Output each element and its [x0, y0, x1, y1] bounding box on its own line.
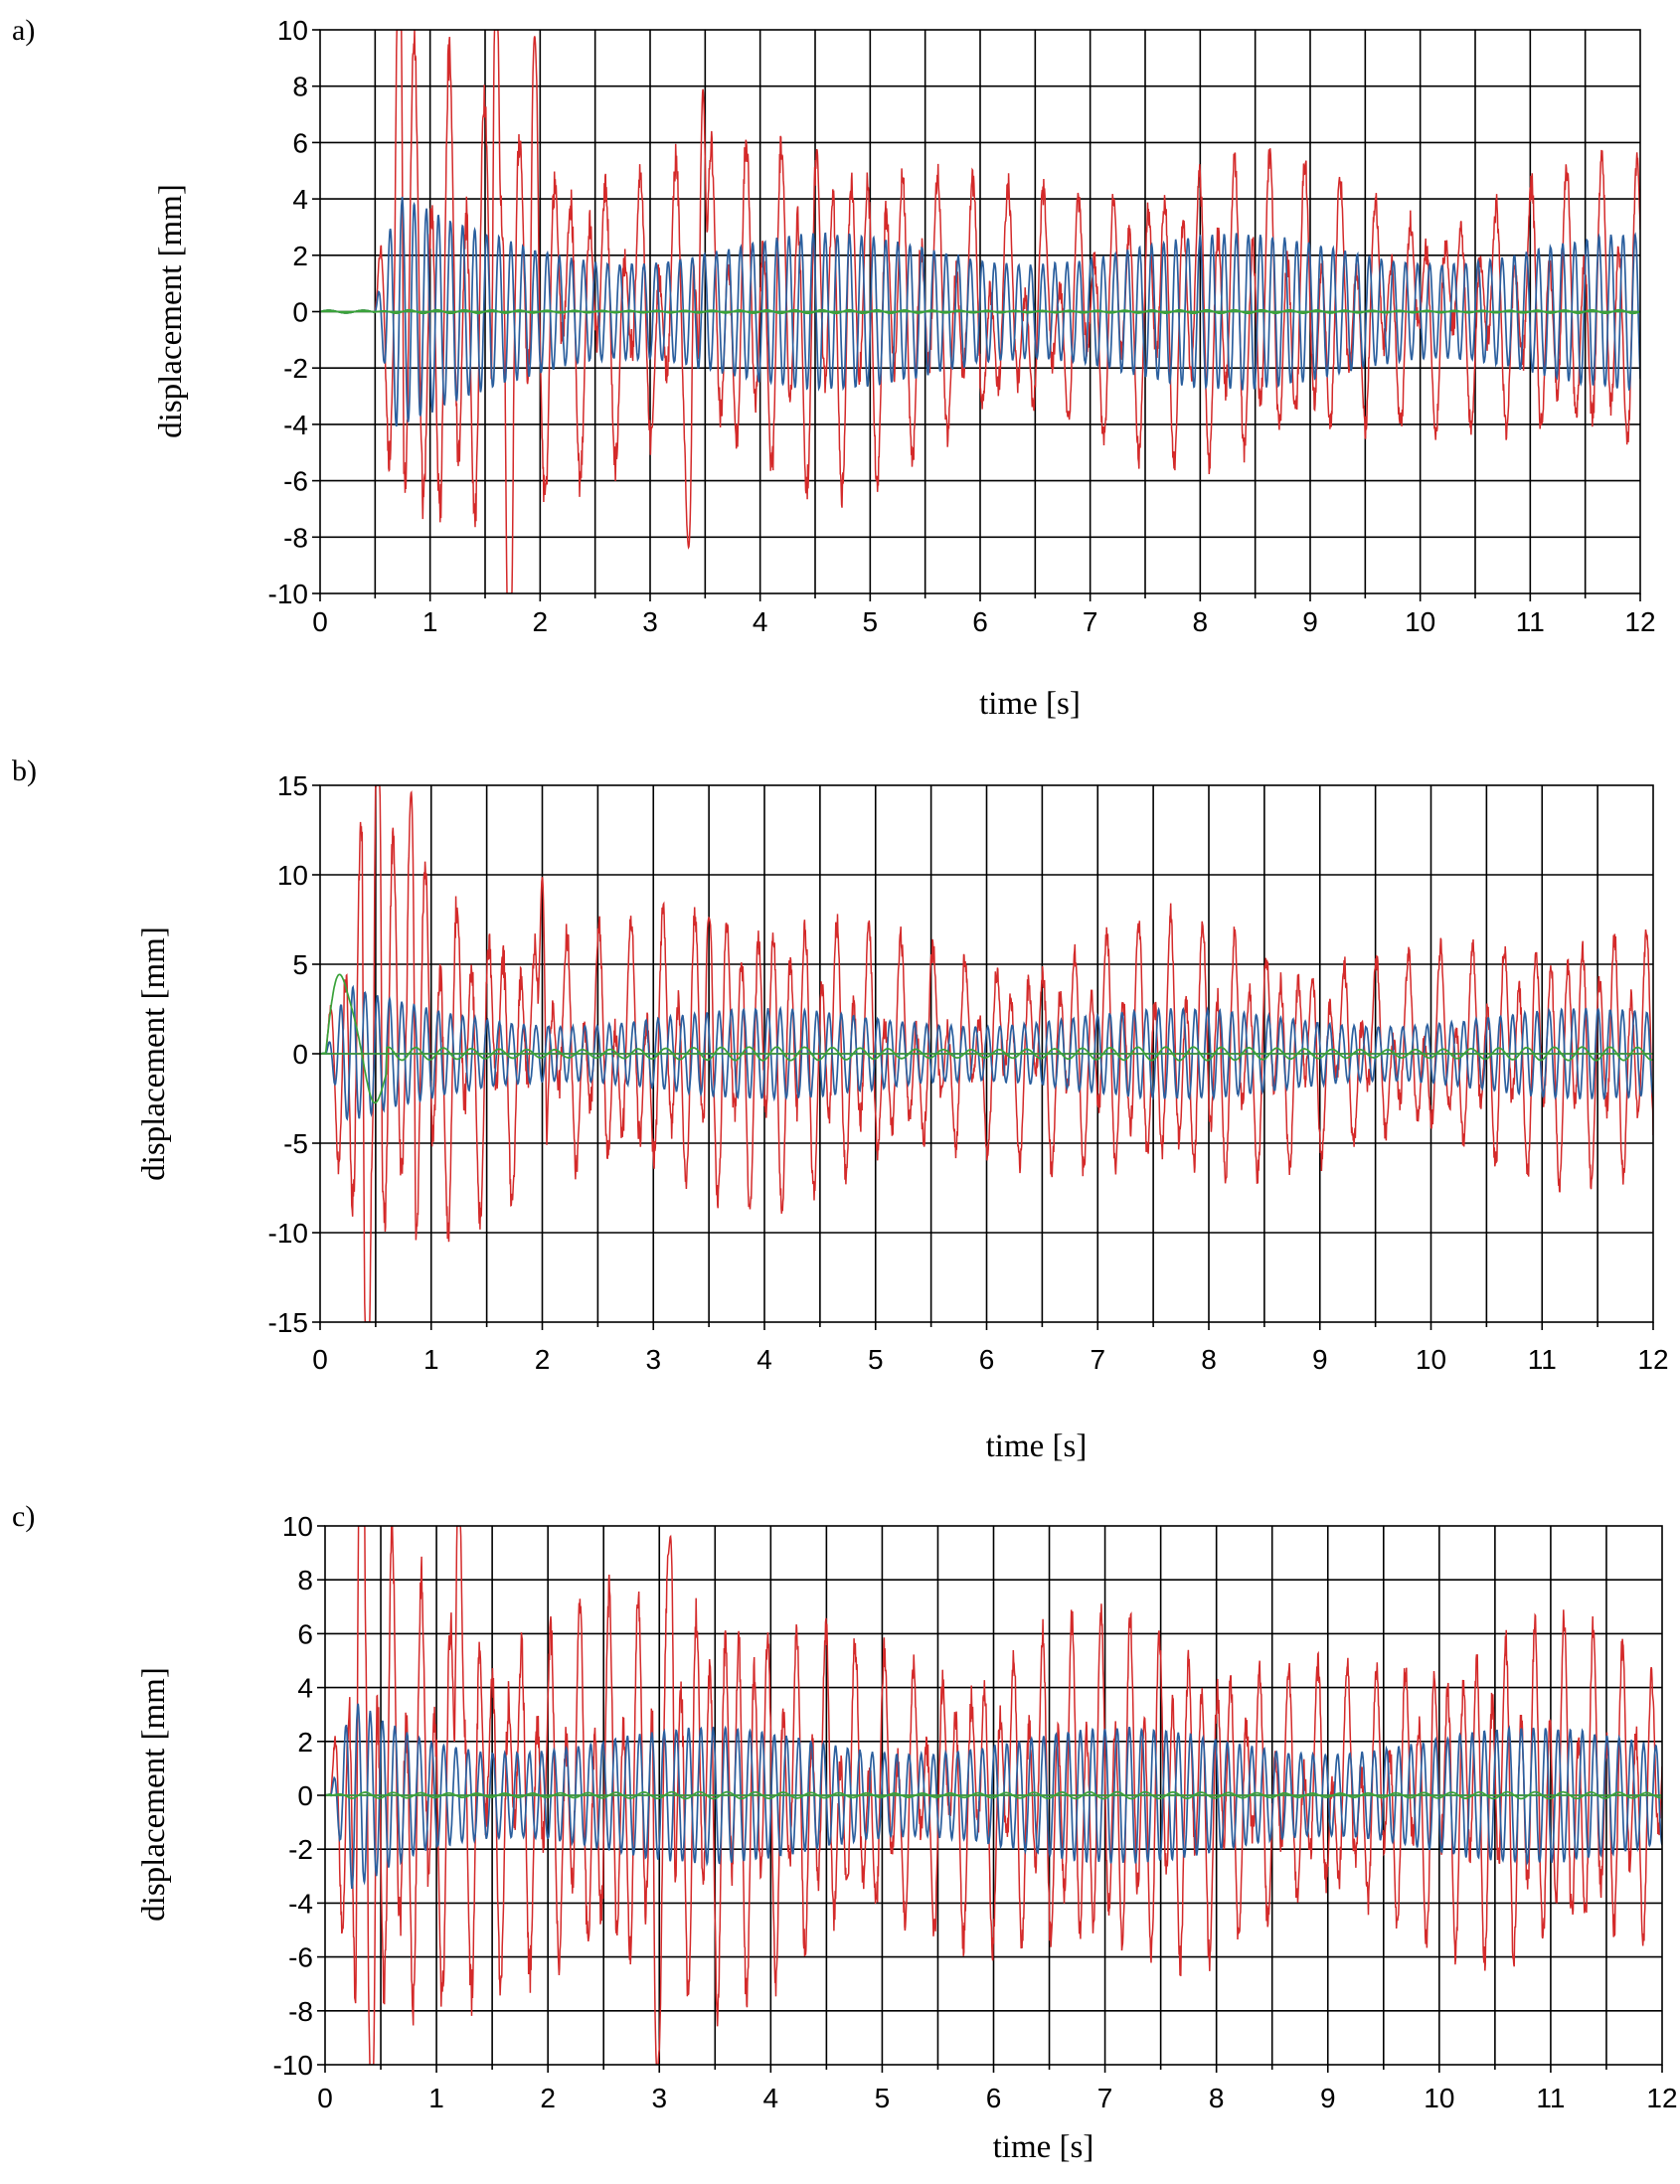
- x-tick-label: 10: [1416, 1344, 1446, 1375]
- x-tick-label: 6: [986, 2083, 1002, 2113]
- y-tick-label: 6: [297, 1618, 313, 1649]
- y-axis: 10 8 6 4 2 0 -2 -4 -6 -8 -10: [273, 1511, 325, 2081]
- x-tick-label: 1: [422, 606, 438, 637]
- x-tick-label: 5: [875, 2083, 891, 2113]
- x-tick-label: 0: [312, 1344, 328, 1375]
- x-tick-label: 12: [1624, 606, 1655, 637]
- x-axis-title: time [s]: [986, 1428, 1088, 1464]
- panel-label: a): [12, 14, 35, 47]
- x-tick-label: 4: [763, 2083, 779, 2113]
- x-tick-label: 8: [1209, 2083, 1225, 2113]
- x-tick-label: 9: [1320, 2083, 1336, 2113]
- panel-a: a) 10 8 6 4 2 0 -2 -4 -6 -8 -10 0 1 2 3 4 5 6 7 8 9 10 11 12 time…: [0, 0, 1680, 736]
- x-tick-label: 8: [1193, 606, 1209, 637]
- series-line-green: [320, 973, 1653, 1104]
- x-tick-label: 1: [428, 2083, 444, 2113]
- panel-b: b) 15 10 5 0 -5 -10 -15 0 1 2 3 4 5 6 7 8 9 10 11 12 time [s]…: [0, 741, 1680, 1476]
- y-tick-label: -2: [288, 1834, 313, 1865]
- x-axis-title: time [s]: [979, 686, 1081, 722]
- x-tick-label: 10: [1405, 606, 1435, 637]
- series-line-blue: [325, 1703, 1662, 1889]
- series-line-blue: [320, 984, 1653, 1121]
- y-tick-label: -8: [283, 522, 308, 553]
- x-tick-label: 0: [317, 2083, 333, 2113]
- x-tick-label: 12: [1646, 2083, 1677, 2113]
- y-tick-label: -8: [288, 1996, 313, 2027]
- y-tick-label: 4: [292, 184, 308, 215]
- x-tick-label: 3: [642, 606, 658, 637]
- x-tick-label: 7: [1083, 606, 1098, 637]
- y-tick-label: 10: [277, 860, 308, 891]
- y-tick-label: 2: [292, 241, 308, 271]
- y-tick-label: 0: [292, 297, 308, 328]
- x-axis-title: time [s]: [993, 2129, 1094, 2165]
- x-tick-label: 6: [979, 1344, 995, 1375]
- y-tick-label: 5: [292, 949, 308, 980]
- panel-c: c) 10 8 6 4 2 0 -2 -4 -6 -8 -10 0 1 2 3 4 5 6 7 8 9 10 11 12 time…: [0, 1486, 1680, 2182]
- y-tick-label: 0: [297, 1780, 313, 1811]
- y-tick-label: -6: [283, 466, 308, 497]
- y-tick-label: -10: [273, 2050, 313, 2081]
- y-tick-label: -4: [283, 410, 308, 440]
- x-tick-label: 9: [1302, 606, 1318, 637]
- y-axis: 10 8 6 4 2 0 -2 -4 -6 -8 -10: [268, 15, 320, 609]
- x-tick-label: 9: [1312, 1344, 1328, 1375]
- x-tick-label: 3: [651, 2083, 667, 2113]
- series-group: [320, 785, 1653, 1322]
- y-axis: 15 10 5 0 -5 -10 -15: [268, 770, 320, 1338]
- series-line-red: [320, 785, 1653, 1322]
- y-tick-label: -5: [283, 1128, 308, 1159]
- y-tick-label: 15: [277, 770, 308, 801]
- y-tick-label: -10: [268, 1218, 308, 1249]
- panel-label: c): [12, 1500, 35, 1533]
- y-tick-label: 10: [277, 15, 308, 46]
- x-tick-label: 3: [645, 1344, 661, 1375]
- y-axis-title: displacement [mm]: [153, 184, 189, 438]
- y-axis-title: displacement [mm]: [136, 926, 172, 1181]
- x-tick-label: 11: [1528, 1344, 1557, 1375]
- x-axis: 0 1 2 3 4 5 6 7 8 9 10 11 12: [312, 593, 1656, 637]
- y-tick-label: 6: [292, 127, 308, 158]
- x-tick-label: 2: [535, 1344, 551, 1375]
- y-tick-label: 0: [292, 1039, 308, 1070]
- x-tick-label: 5: [868, 1344, 884, 1375]
- y-tick-label: 10: [282, 1511, 313, 1542]
- y-tick-label: -10: [268, 579, 308, 609]
- x-tick-label: 7: [1090, 1344, 1105, 1375]
- y-tick-label: 4: [297, 1673, 313, 1704]
- y-tick-label: 2: [297, 1727, 313, 1758]
- x-tick-label: 11: [1516, 606, 1545, 637]
- x-tick-label: 12: [1637, 1344, 1668, 1375]
- y-tick-label: -4: [288, 1888, 313, 1919]
- x-tick-label: 4: [753, 606, 768, 637]
- y-tick-label: -6: [288, 1942, 313, 1973]
- x-tick-label: 1: [423, 1344, 439, 1375]
- series-line-blue: [320, 196, 1640, 427]
- x-tick-label: 2: [533, 606, 549, 637]
- x-tick-label: 5: [863, 606, 879, 637]
- x-axis: 0 1 2 3 4 5 6 7 8 9 10 11 12: [312, 1322, 1669, 1375]
- x-tick-label: 8: [1201, 1344, 1217, 1375]
- y-tick-label: -15: [268, 1307, 308, 1338]
- x-tick-label: 0: [312, 606, 328, 637]
- x-tick-label: 7: [1097, 2083, 1113, 2113]
- x-tick-label: 2: [540, 2083, 556, 2113]
- y-axis-title: displacement [mm]: [136, 1667, 172, 1922]
- panel-label: b): [12, 755, 37, 787]
- x-tick-label: 6: [972, 606, 988, 637]
- y-tick-label: 8: [297, 1565, 313, 1596]
- y-tick-label: 8: [292, 72, 308, 102]
- x-axis: 0 1 2 3 4 5 6 7 8 9 10 11 12: [317, 2065, 1678, 2113]
- x-tick-label: 4: [756, 1344, 772, 1375]
- series-group: [325, 1526, 1662, 2065]
- series-line-green: [325, 1790, 1662, 1800]
- x-tick-label: 10: [1424, 2083, 1454, 2113]
- y-tick-label: -2: [283, 353, 308, 384]
- x-tick-label: 11: [1536, 2083, 1565, 2113]
